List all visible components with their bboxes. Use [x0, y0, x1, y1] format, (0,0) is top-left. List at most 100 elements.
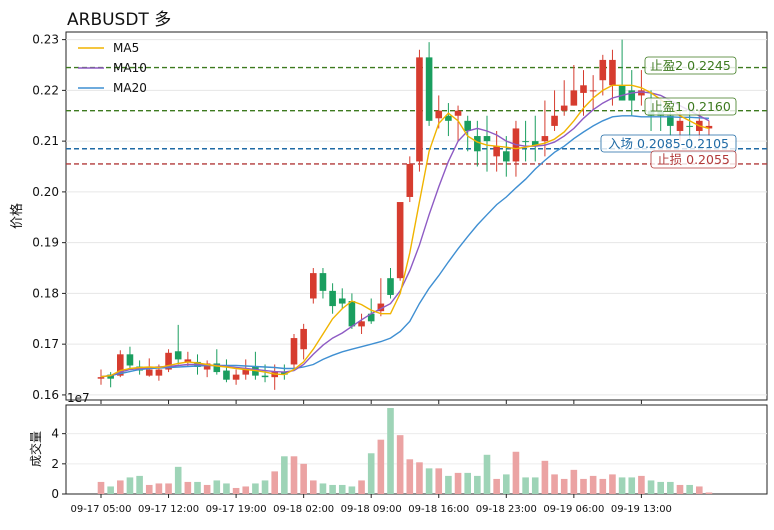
candle-body [406, 163, 414, 197]
candle-body [165, 352, 172, 370]
volume-bar [367, 453, 375, 494]
ma10-line [100, 91, 710, 378]
volume-bar [618, 477, 626, 494]
volume-bar [628, 477, 636, 494]
volume-bar [329, 484, 336, 494]
volume-bar [406, 459, 414, 494]
volume-bar [184, 481, 192, 494]
x-tick-label: 09-17 12:00 [138, 504, 199, 515]
candle-body [126, 354, 134, 366]
candle-body [638, 90, 645, 96]
candle-body [667, 115, 674, 126]
candle-body [435, 110, 443, 119]
volume-bar [300, 463, 307, 494]
candle-body [184, 359, 192, 362]
x-tick-label: 09-19 06:00 [543, 504, 604, 515]
candle-body [117, 354, 124, 376]
candle-body [531, 141, 539, 147]
volume-bar [97, 481, 105, 494]
volume-bar [483, 454, 491, 494]
candle-body [474, 136, 481, 152]
volume-exponent: 1e7 [67, 391, 90, 405]
level-label: 止盈2 0.2245 [650, 58, 731, 73]
volume-bar [647, 480, 655, 494]
volume-bar [165, 483, 172, 494]
volume-bar [213, 480, 221, 494]
volume-bar [203, 484, 211, 494]
candle-body [348, 301, 356, 327]
volume-bar [425, 468, 433, 494]
level-label-box [644, 56, 737, 75]
volume-bar [319, 483, 327, 494]
volume-bar [522, 477, 529, 494]
candle-body [261, 375, 269, 378]
candle-body [367, 313, 375, 322]
candle-body [107, 374, 114, 379]
candle-body [425, 57, 433, 121]
candle-body [396, 202, 404, 279]
volume-bar [252, 483, 259, 494]
legend: MA5 MA10 MA20 [78, 41, 147, 95]
volume-bar [445, 475, 452, 494]
price-panel-frame [65, 31, 768, 401]
candle-body [628, 90, 636, 101]
candle-body [580, 85, 587, 93]
candle-body [599, 59, 607, 81]
volume-bar [454, 472, 462, 494]
volume-bar [531, 477, 539, 494]
volume-bar [174, 466, 182, 494]
level-label: 入场 0.2085-0.2105 [608, 136, 729, 151]
candle-body [570, 90, 578, 106]
volume-bar [657, 481, 664, 494]
candle-body [541, 136, 549, 142]
candle-body [416, 57, 423, 162]
price-tick-label: 0.18 [32, 286, 59, 300]
legend-ma20-label: MA20 [113, 81, 147, 95]
volume-bar [338, 484, 346, 494]
volume-bar [676, 484, 684, 494]
price-tick-label: 0.22 [32, 83, 59, 97]
candle-body [522, 141, 529, 143]
legend-ma5-label: MA5 [113, 41, 139, 55]
x-tick-label: 09-18 09:00 [341, 504, 402, 515]
volume-bar [705, 492, 713, 494]
volume-bar [358, 480, 365, 494]
level-label-box [644, 97, 737, 116]
volume-tick-label: 0 [51, 487, 59, 501]
ma20-line [100, 115, 710, 378]
candle-body [387, 278, 394, 295]
volume-bar [261, 480, 269, 494]
price-tick-label: 0.20 [32, 185, 59, 199]
volume-bar [310, 480, 317, 494]
volume-bar [348, 486, 356, 494]
x-tick-label: 09-18 16:00 [408, 504, 469, 515]
volume-bar [232, 487, 240, 494]
candle-body [213, 363, 221, 373]
x-tick-label: 09-17 05:00 [70, 504, 131, 515]
candle-body [203, 363, 211, 370]
price-y-label: 价格 [9, 203, 25, 229]
x-tick-label: 09-18 23:00 [476, 504, 537, 515]
volume-y-label: 成交量 [28, 431, 43, 467]
volume-bar [464, 472, 471, 494]
candle-body [676, 120, 684, 131]
volume-bar [107, 486, 114, 494]
price-tick-label: 0.17 [32, 337, 59, 351]
volume-bar [194, 481, 201, 494]
volume-tick-label: 4 [51, 427, 59, 441]
candle-body [242, 369, 250, 375]
candle-body [503, 151, 510, 162]
candle-body [609, 59, 616, 86]
level-label: 止盈1 0.2160 [650, 99, 731, 114]
volume-bar [609, 474, 616, 494]
candle-body [223, 370, 230, 380]
candle-body [319, 273, 327, 291]
candle-body [358, 321, 365, 327]
candle-body [445, 115, 452, 121]
candle-body [174, 351, 182, 360]
candle-body [589, 90, 597, 92]
volume-bar [474, 475, 481, 494]
chart-title: ARBUSDT 多 [67, 10, 171, 30]
